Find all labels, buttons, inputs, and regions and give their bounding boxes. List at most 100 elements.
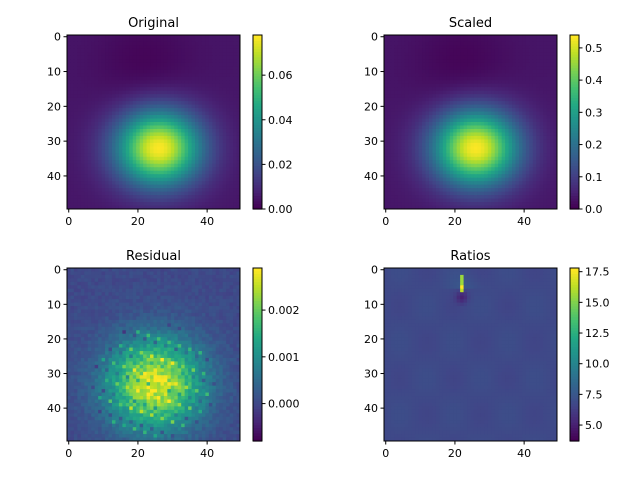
heatmap-cell [67, 163, 71, 168]
heatmap-cell [550, 149, 555, 154]
heatmap-cell [525, 142, 530, 147]
heatmap-cell [188, 69, 193, 74]
heatmap-cell [177, 83, 182, 88]
heatmap-cell [122, 73, 127, 78]
heatmap-cell [401, 125, 406, 130]
heatmap-cell [439, 111, 444, 116]
heatmap-cell [129, 97, 134, 102]
heatmap-cell [543, 73, 548, 78]
heatmap-cell [201, 104, 206, 109]
heatmap-cell [422, 188, 427, 193]
heatmap-cell [477, 122, 482, 126]
heatmap-cell [446, 38, 451, 43]
heatmap-cell [390, 52, 395, 57]
heatmap-cell [550, 38, 555, 43]
heatmap-cell [522, 55, 527, 60]
heatmap-cell [156, 122, 161, 126]
heatmap-cell [222, 41, 227, 46]
colorbar-segment [253, 83, 262, 88]
heatmap-cell [390, 87, 395, 92]
heatmap-cell [425, 87, 430, 92]
heatmap-cell [205, 80, 210, 85]
heatmap-cell [205, 90, 210, 95]
heatmap-cell [536, 87, 541, 92]
heatmap-cell [115, 191, 120, 196]
heatmap-cell [491, 87, 496, 92]
heatmap-cell [543, 139, 548, 144]
heatmap-cell [222, 198, 227, 203]
heatmap-cell [522, 69, 527, 74]
heatmap-cell [456, 146, 461, 151]
heatmap-cell [449, 52, 454, 57]
heatmap-cell [539, 45, 544, 50]
heatmap-cell [525, 66, 530, 71]
heatmap-cell [177, 156, 182, 161]
heatmap-cell [453, 35, 458, 39]
heatmap-cell [529, 132, 534, 137]
heatmap-cell [139, 132, 144, 137]
heatmap-cell [463, 87, 468, 92]
heatmap-cell [439, 146, 444, 151]
heatmap-cell [80, 142, 85, 147]
heatmap-cell [387, 115, 392, 120]
heatmap-cell [446, 156, 451, 161]
heatmap-cell [460, 104, 465, 109]
heatmap-cell [387, 198, 392, 203]
heatmap-cell [422, 38, 427, 43]
heatmap-cell [87, 104, 92, 109]
heatmap-cell [101, 38, 106, 43]
heatmap-cell [515, 73, 520, 78]
heatmap-cell [153, 181, 158, 186]
heatmap-cell [67, 118, 71, 123]
heatmap-cell [432, 118, 437, 123]
heatmap-cell [177, 188, 182, 193]
heatmap-cell [105, 184, 110, 189]
heatmap-cell [163, 188, 168, 193]
heatmap-cell [67, 195, 71, 200]
colorbar-segment [253, 51, 262, 55]
heatmap-cell [233, 94, 238, 99]
heatmap-cell [215, 83, 220, 88]
heatmap-cell [156, 174, 161, 179]
heatmap-cell [415, 174, 420, 179]
heatmap-cell [477, 167, 482, 172]
heatmap-cell [226, 181, 231, 186]
heatmap-cell [525, 108, 530, 113]
heatmap-cell [550, 69, 555, 74]
heatmap-cell [105, 142, 110, 147]
heatmap-cell [508, 191, 513, 196]
heatmap-cell [198, 55, 203, 60]
heatmap-cell [539, 149, 544, 154]
heatmap-cell [435, 156, 440, 161]
heatmap-cell [456, 191, 461, 196]
heatmap-cell [174, 38, 179, 43]
heatmap-cell [129, 108, 134, 113]
heatmap-cell [222, 132, 227, 137]
heatmap-cell [77, 83, 82, 88]
heatmap-cell [153, 139, 158, 144]
heatmap-cell [111, 177, 116, 182]
heatmap-cell [463, 188, 468, 193]
heatmap-cell [87, 135, 92, 140]
heatmap-cell [108, 94, 113, 99]
heatmap-cell [118, 48, 123, 53]
heatmap-cell [105, 87, 110, 92]
heatmap-cell [484, 135, 489, 140]
heatmap-cell [453, 174, 458, 179]
heatmap-cell [177, 104, 182, 109]
heatmap-cell [77, 108, 82, 113]
heatmap-cell [118, 73, 123, 78]
heatmap-cell [553, 132, 558, 137]
heatmap-cell [139, 104, 144, 109]
heatmap-cell [418, 52, 423, 57]
heatmap-cell [477, 184, 482, 189]
heatmap-cell [80, 195, 85, 200]
heatmap-cell [198, 184, 203, 189]
heatmap-cell [480, 160, 485, 165]
heatmap-cell [122, 115, 127, 120]
heatmap-cell [108, 146, 113, 151]
heatmap-cell [470, 87, 475, 92]
heatmap-cell [546, 135, 551, 140]
heatmap-cell [432, 132, 437, 137]
heatmap-cell [439, 87, 444, 92]
